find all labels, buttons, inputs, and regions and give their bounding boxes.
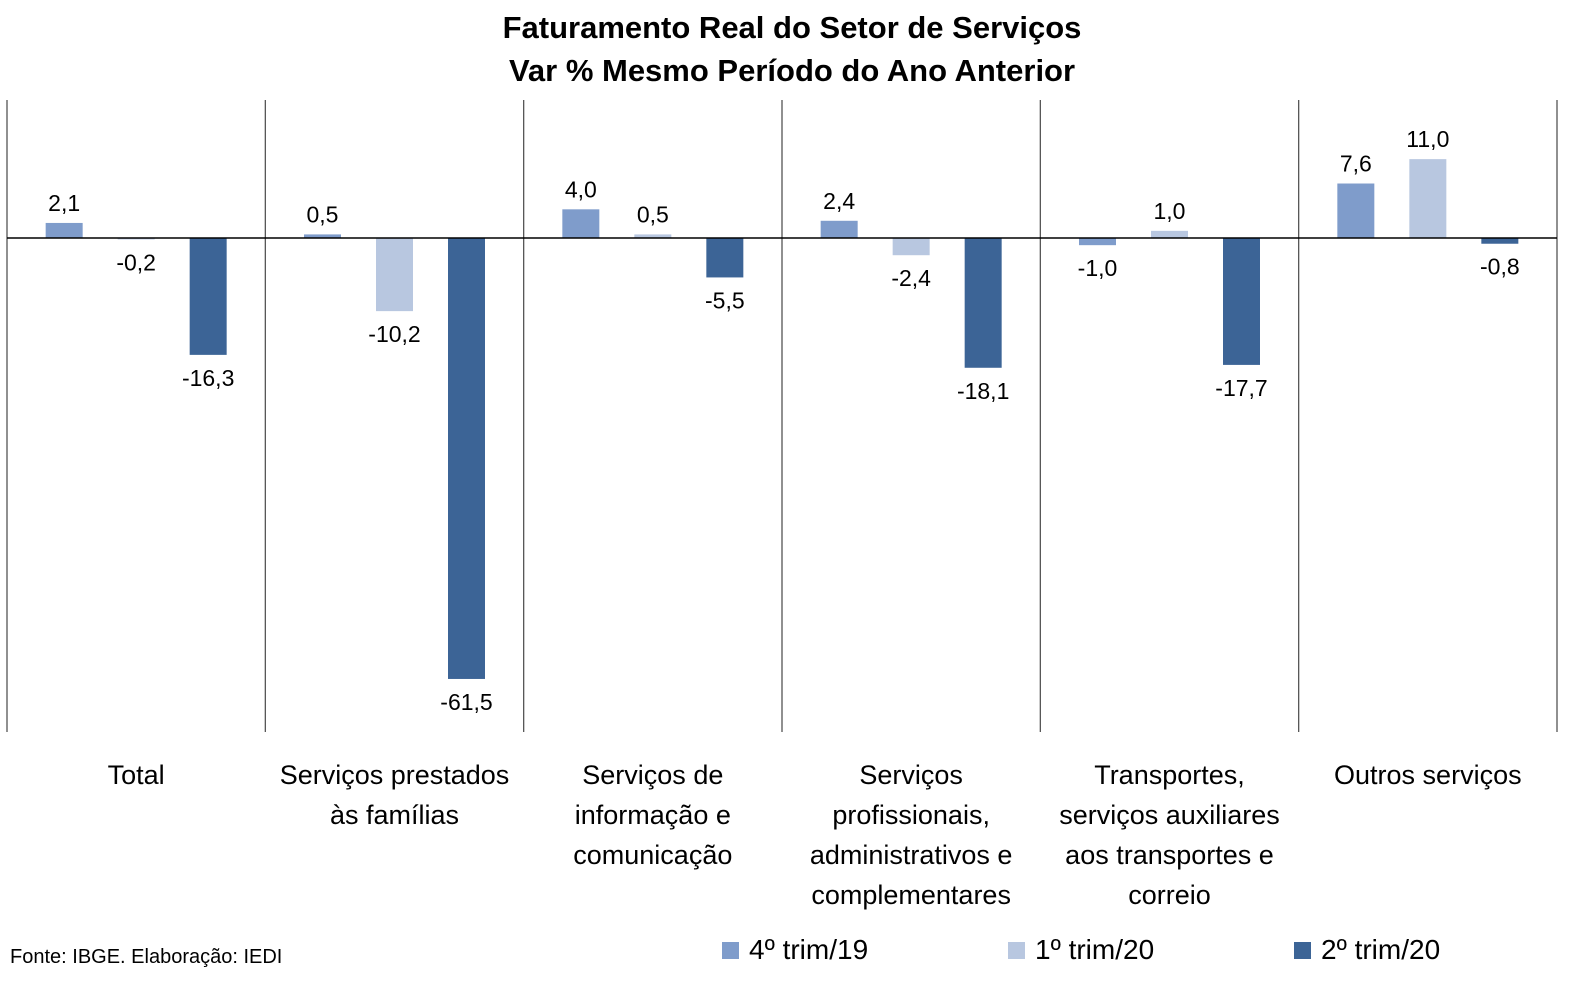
bar xyxy=(820,220,858,238)
data-label: -2,4 xyxy=(891,265,931,291)
legend-swatch xyxy=(1294,941,1311,959)
category-label: Total xyxy=(107,760,165,790)
data-label: 1,0 xyxy=(1154,198,1186,224)
data-label: -0,8 xyxy=(1480,254,1520,280)
data-label: 2,4 xyxy=(823,188,855,214)
data-label: -61,5 xyxy=(440,689,492,715)
legend-swatch xyxy=(1008,941,1025,959)
bar xyxy=(189,238,227,355)
data-label: -18,1 xyxy=(957,378,1009,404)
category-label: Transportes, serviços auxiliares aos tra… xyxy=(1059,760,1280,910)
data-label: 7,6 xyxy=(1340,151,1372,177)
data-label: 11,0 xyxy=(1406,126,1449,152)
data-label: -1,0 xyxy=(1078,255,1118,281)
chart-title: Faturamento Real do Setor de Serviços xyxy=(502,10,1082,45)
bar xyxy=(45,222,83,238)
legend-swatch xyxy=(722,941,739,959)
legend-label: 2º trim/20 xyxy=(1321,934,1441,965)
legend-item-1-trim-20: 1º trim/20 xyxy=(1008,934,1154,966)
bar xyxy=(706,238,744,278)
bar xyxy=(562,209,600,238)
bar xyxy=(1223,238,1260,365)
data-label: 0,5 xyxy=(637,201,669,227)
chart-subtitle: Var % Mesmo Período do Ano Anterior xyxy=(508,53,1076,88)
bar xyxy=(1481,238,1519,244)
bar xyxy=(304,234,341,238)
bar xyxy=(1151,230,1188,238)
legend-label: 1º trim/20 xyxy=(1035,934,1155,965)
data-label: -17,7 xyxy=(1215,375,1267,401)
legend-item-4-trim-19: 4º trim/19 xyxy=(722,934,868,966)
bar xyxy=(376,238,413,312)
category-label: Serviços prestados às famílias xyxy=(279,760,510,830)
category-label: Outros serviços xyxy=(1334,760,1522,790)
category-label: Serviços de informação e comunicação xyxy=(573,760,733,870)
legend: 4º trim/19 1º trim/20 2º trim/20 xyxy=(0,934,1584,974)
bar xyxy=(964,238,1002,368)
data-label: 4,0 xyxy=(565,176,597,202)
bar xyxy=(892,238,930,256)
legend-label: 4º trim/19 xyxy=(749,934,869,965)
data-label: -10,2 xyxy=(368,321,420,347)
bar xyxy=(448,238,485,679)
category-label: Serviços profissionais, administrativos … xyxy=(809,760,1013,910)
data-label: -16,3 xyxy=(182,365,234,391)
legend-item-2-trim-20: 2º trim/20 xyxy=(1294,934,1440,966)
data-label: -5,5 xyxy=(705,287,745,313)
bar xyxy=(1337,183,1375,238)
source-note: Fonte: IBGE. Elaboração: IEDI xyxy=(10,946,283,968)
bar xyxy=(634,234,672,238)
bar xyxy=(1079,238,1116,246)
bar xyxy=(1409,159,1447,238)
data-label: 0,5 xyxy=(307,201,339,227)
data-label: -0,2 xyxy=(116,249,156,275)
data-label: 2,1 xyxy=(48,190,80,216)
